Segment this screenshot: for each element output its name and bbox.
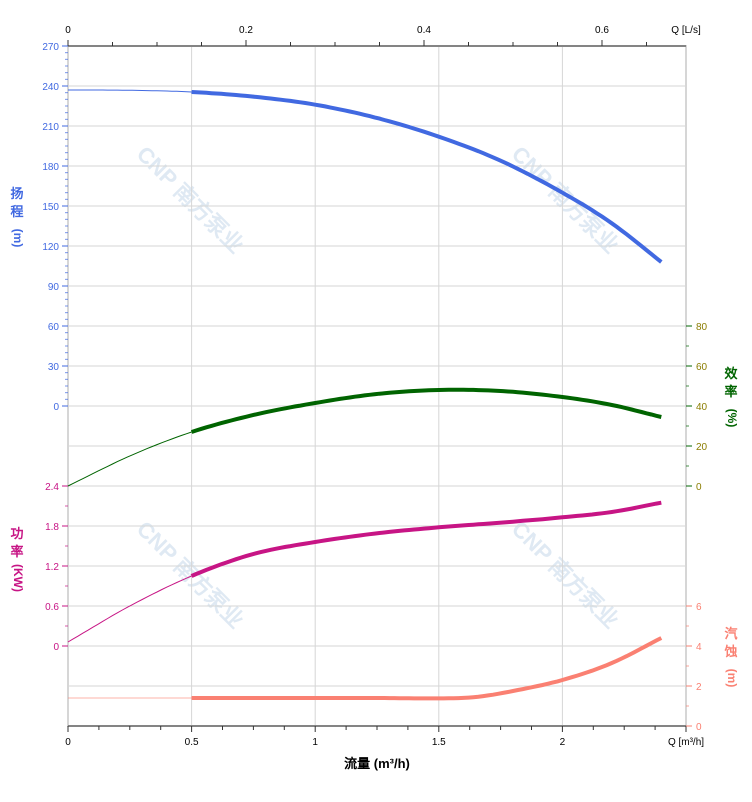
head-axis-unit: (m) bbox=[11, 229, 25, 248]
axes: 0 0.5 1 1.5 20 0.2 0.4 0.6030609012015018021024… bbox=[10, 25, 738, 748]
x-tick-label: 0.5 bbox=[185, 737, 199, 748]
x-tick-label: 1.5 bbox=[432, 737, 446, 748]
head-tick-label: 210 bbox=[42, 122, 59, 133]
power-curve-extrapolated bbox=[67, 575, 192, 643]
efficiency-curve-extrapolated bbox=[67, 431, 192, 487]
watermark-group: CNP 南方泵业 CNP 南方泵业 CNP 南方泵业 CNP 南方泵业 bbox=[132, 141, 624, 633]
power-tick-label: 0.6 bbox=[45, 602, 59, 613]
efficiency-tick-label: 20 bbox=[696, 442, 708, 453]
watermark-logo: CNP 南方泵业 bbox=[507, 516, 624, 633]
head-axis-title: 程 bbox=[10, 204, 23, 219]
npsh-axis-title: 蚀 bbox=[723, 644, 737, 659]
x2-tick-label: 0 bbox=[65, 25, 71, 36]
head-curve bbox=[191, 90, 663, 264]
npsh-tick-label: 4 bbox=[696, 642, 702, 653]
head-tick-label: 90 bbox=[48, 282, 60, 293]
watermark-logo: CNP 南方泵业 bbox=[507, 141, 624, 258]
power-tick-label: 0 bbox=[53, 642, 59, 653]
x-axis-unit: Q [m³/h] bbox=[668, 737, 704, 748]
x-axis-title: 流量 (m³/h) bbox=[344, 756, 410, 771]
efficiency-tick-label: 60 bbox=[696, 362, 708, 373]
npsh-axis-unit: (m) bbox=[725, 669, 739, 688]
plot-frame bbox=[67, 45, 687, 727]
x-tick-label: 2 bbox=[560, 737, 566, 748]
npsh-tick-label: 2 bbox=[696, 682, 702, 693]
npsh-tick-label: 0 bbox=[696, 722, 702, 733]
efficiency-axis-title: 效 bbox=[724, 366, 738, 381]
efficiency-axis-title: 率 bbox=[724, 384, 737, 399]
efficiency-tick-label: 40 bbox=[696, 402, 708, 413]
npsh-axis-title: 汽 bbox=[724, 626, 737, 641]
power-axis-title: 率 bbox=[10, 544, 23, 559]
head-tick-label: 60 bbox=[48, 322, 60, 333]
efficiency-axis-unit: (%) bbox=[725, 409, 739, 428]
x-tick-label: 1 bbox=[312, 737, 318, 748]
power-axis-title: 功 bbox=[10, 526, 23, 541]
npsh-curve bbox=[191, 636, 663, 701]
head-tick-label: 0 bbox=[53, 402, 59, 413]
x2-axis-unit: Q [L/s] bbox=[671, 25, 701, 36]
x2-tick-label: 0.4 bbox=[417, 25, 431, 36]
efficiency-tick-label: 0 bbox=[696, 482, 702, 493]
head-tick-label: 120 bbox=[42, 242, 59, 253]
curves bbox=[67, 89, 663, 701]
head-tick-label: 240 bbox=[42, 82, 59, 93]
head-tick-label: 150 bbox=[42, 202, 59, 213]
watermark-logo: CNP 南方泵业 bbox=[132, 516, 249, 633]
power-tick-label: 1.2 bbox=[45, 562, 59, 573]
head-curve-extrapolated bbox=[68, 89, 192, 93]
npsh-tick-label: 6 bbox=[696, 602, 702, 613]
head-axis-title: 扬 bbox=[10, 186, 23, 201]
efficiency-curve bbox=[190, 387, 662, 434]
watermark-logo: CNP 南方泵业 bbox=[132, 141, 249, 258]
x2-tick-label: 0.2 bbox=[239, 25, 253, 36]
power-curve bbox=[190, 500, 662, 578]
head-tick-label: 180 bbox=[42, 162, 59, 173]
x-tick-label: 0 bbox=[65, 737, 71, 748]
efficiency-tick-label: 80 bbox=[696, 322, 708, 333]
head-tick-label: 270 bbox=[42, 42, 59, 53]
power-axis-unit: (KW) bbox=[11, 564, 25, 592]
power-tick-label: 1.8 bbox=[45, 522, 59, 533]
grid bbox=[67, 45, 687, 727]
head-tick-label: 30 bbox=[48, 362, 60, 373]
power-tick-label: 2.4 bbox=[45, 482, 59, 493]
x2-tick-label: 0.6 bbox=[595, 25, 609, 36]
